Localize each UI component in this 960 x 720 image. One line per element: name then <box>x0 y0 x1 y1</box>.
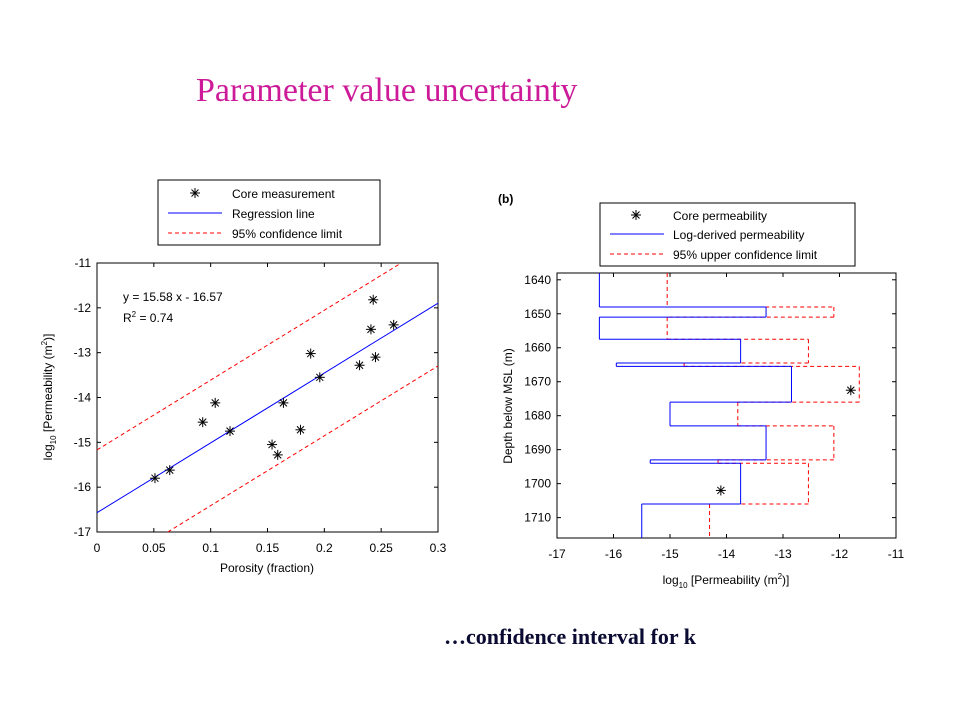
right-xlabel-main: log <box>663 573 679 587</box>
right-xtick-label: -15 <box>661 547 679 561</box>
right-legend-label-2: 95% upper confidence limit <box>673 248 818 262</box>
left-ytick-label: -17 <box>74 525 92 539</box>
left-core-point <box>197 417 208 428</box>
left-xtick-label: 0.15 <box>256 541 280 555</box>
right-core-point <box>845 385 856 396</box>
left-xtick-label: 0.1 <box>202 541 219 555</box>
right-points <box>715 385 856 496</box>
right-legend-star <box>631 210 641 220</box>
left-regression-line <box>96 302 439 514</box>
left-upper-confidence-line <box>96 262 402 451</box>
left-xtick-label: 0.2 <box>316 541 333 555</box>
right-ytick-label: 1640 <box>524 273 551 287</box>
right-xtick-label: -11 <box>888 547 905 561</box>
left-ylabel-sub: 10 <box>49 435 58 444</box>
left-core-point <box>272 449 283 460</box>
right-log-derived-step <box>598 273 792 538</box>
left-core-point <box>370 352 381 363</box>
left-lower-confidence-line <box>167 365 439 533</box>
left-ticks: 0 0.05 0.1 0.15 0.2 0.25 0.3 -17 -16 -15 -14 -13 -12… <box>74 256 447 555</box>
left-ylabel-end: )] <box>41 334 55 341</box>
left-core-point <box>164 465 175 476</box>
left-xtick-label: 0.3 <box>430 541 447 555</box>
left-annotation-r2: R2 = 0.74 <box>123 310 173 325</box>
left-legend: Core measurement Regression line 95% con… <box>157 179 381 246</box>
right-ytick-label: 1650 <box>524 307 551 321</box>
left-core-point <box>314 372 325 383</box>
left-core-point <box>368 294 379 305</box>
left-xtick-label: 0.05 <box>142 541 166 555</box>
left-legend-label-1: Regression line <box>232 207 315 221</box>
left-chart: Core measurement Regression line 95% con… <box>40 179 447 575</box>
right-xlabel-end: )] <box>782 573 789 587</box>
left-ylabel-sup: 2 <box>40 340 49 345</box>
right-ytick-label: 1710 <box>524 511 551 525</box>
right-ytick-label: 1700 <box>524 477 551 491</box>
right-ytick-label: 1660 <box>524 341 551 355</box>
footer-caption: …confidence interval for k <box>444 624 696 649</box>
right-lines <box>598 273 860 538</box>
left-core-point <box>365 324 376 335</box>
left-core-point <box>388 319 399 330</box>
right-legend-label-0: Core permeability <box>673 209 767 223</box>
left-ytick-label: -13 <box>74 346 92 360</box>
right-ticks: -17 -16 -15 -14 -13 -12 -11 1640 1650 1660 1670 168… <box>524 273 904 561</box>
left-ytick-label: -11 <box>75 256 92 270</box>
right-ylabel: Depth below MSL (m) <box>501 348 515 464</box>
right-chart: (b) Core permeability Log-derived permea… <box>498 192 905 590</box>
left-ytick-label: -15 <box>74 435 92 449</box>
left-core-point <box>210 397 221 408</box>
right-xtick-label: -16 <box>605 547 623 561</box>
right-legend: Core permeability Log-derived permeabili… <box>599 202 856 267</box>
left-core-point <box>267 439 278 450</box>
left-ytick-label: -14 <box>74 391 92 405</box>
left-r2-sup: 2 <box>132 310 137 319</box>
right-ytick-label: 1690 <box>524 443 551 457</box>
right-ytick-label: 1680 <box>524 409 551 423</box>
right-xtick-label: -17 <box>548 547 566 561</box>
right-legend-label-1: Log-derived permeability <box>673 228 804 242</box>
left-core-point <box>295 424 306 435</box>
left-xlabel: Porosity (fraction) <box>220 561 314 575</box>
left-points <box>149 294 399 484</box>
right-panel-label: (b) <box>498 192 513 206</box>
left-xtick-label: 0.25 <box>369 541 393 555</box>
left-annotation-eq: y = 15.58 x - 16.57 <box>123 290 223 304</box>
left-xtick-label: 0 <box>94 541 101 555</box>
left-core-point <box>278 397 289 408</box>
left-r2-rest: = 0.74 <box>136 311 173 325</box>
left-legend-label-2: 95% confidence limit <box>232 227 343 241</box>
left-ytick-label: -12 <box>74 301 92 315</box>
right-xlabel-rest: [Permeability (m <box>688 573 778 587</box>
left-core-point <box>354 360 365 371</box>
right-plot-frame <box>556 272 897 539</box>
right-upper-confidence-step <box>666 273 860 538</box>
right-xlabel: log10 [Permeability (m2)] <box>663 572 790 590</box>
right-xtick-label: -12 <box>831 547 849 561</box>
left-legend-star <box>190 188 200 198</box>
left-legend-label-0: Core measurement <box>232 187 335 201</box>
right-xlabel-sub: 10 <box>679 581 688 590</box>
left-core-point <box>224 426 235 437</box>
right-ytick-label: 1670 <box>524 375 551 389</box>
left-ylabel-main: log <box>41 444 55 460</box>
left-ylabel-rest: [Permeability (m <box>41 345 55 435</box>
left-core-point <box>305 348 316 359</box>
left-core-point <box>149 473 160 484</box>
right-xtick-label: -14 <box>718 547 736 561</box>
right-xlabel-sup: 2 <box>778 572 783 581</box>
left-ylabel: log10 [Permeability (m2)] <box>40 334 58 461</box>
left-r2-base: R <box>123 311 132 325</box>
left-ytick-label: -16 <box>74 480 92 494</box>
right-core-point <box>715 485 726 496</box>
slide-title: Parameter value uncertainty <box>196 72 578 109</box>
right-xtick-label: -13 <box>774 547 792 561</box>
